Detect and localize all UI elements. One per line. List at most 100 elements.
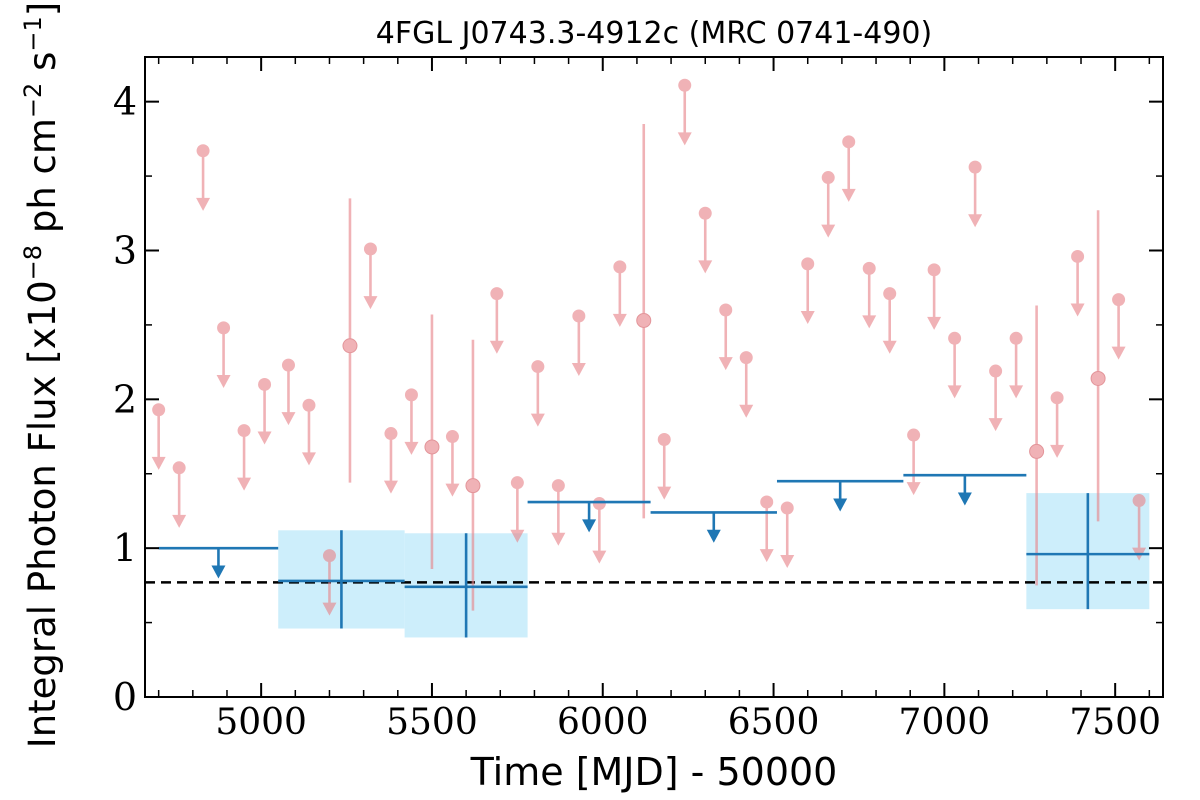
short-bin-point <box>780 501 794 515</box>
upper-limit-arrowhead <box>530 413 545 427</box>
upper-limit-arrowhead <box>759 549 774 563</box>
short-bin-point <box>801 257 815 271</box>
y-axis-label-exp3: −1 <box>19 16 47 51</box>
y-axis-label-exp2: −2 <box>19 83 47 118</box>
long-bin-detection <box>1026 493 1150 610</box>
short-bin-point <box>302 398 316 412</box>
short-bin-point <box>821 171 835 185</box>
long-bin-upper-limit <box>158 546 279 579</box>
upper-limit-arrowhead <box>862 315 877 329</box>
short-bin-upper-limit <box>947 331 962 399</box>
y-axis-label-part1: Integral Photon Flux [x10 <box>21 280 64 748</box>
short-bin-point <box>196 144 210 158</box>
y-tick-label: 4 <box>113 80 137 124</box>
short-bin-upper-limit <box>530 360 545 427</box>
short-bin-point <box>989 364 1003 378</box>
upper-limit-arrowhead <box>281 412 296 426</box>
x-tick-label: 5000 <box>215 702 307 743</box>
short-bin-upper-limit <box>968 160 983 228</box>
short-bin-upper-limit <box>1050 391 1065 458</box>
short-bin-point <box>551 479 565 493</box>
short-bin-upper-limit <box>216 321 231 388</box>
y-axis-label-exp1: −8 <box>19 245 47 280</box>
short-bin-point <box>342 338 358 354</box>
short-bin-point <box>445 430 459 444</box>
short-bin-point <box>613 260 627 274</box>
short-bin-detection <box>1090 210 1106 522</box>
short-bin-upper-limit <box>862 261 877 329</box>
upper-limit-arrowhead <box>612 313 627 327</box>
short-bin-point <box>842 135 856 149</box>
short-bin-upper-limit <box>718 303 733 371</box>
short-bin-upper-limit <box>237 424 252 491</box>
short-bin-point <box>948 331 962 345</box>
short-bin-detection <box>465 339 481 611</box>
short-bin-point <box>404 388 418 402</box>
upper-limit-arrowhead <box>216 374 231 388</box>
upper-limit-arrowhead <box>927 316 942 330</box>
short-bin-point <box>572 309 586 323</box>
upper-limit-arrowhead <box>988 418 1003 432</box>
y-tick-label: 0 <box>113 675 137 719</box>
short-bin-point <box>510 476 524 490</box>
x-tick-label: 7000 <box>899 702 991 743</box>
long-bin-upper-limit <box>776 479 904 512</box>
short-bin-point <box>907 428 921 442</box>
upper-limit-arrowhead <box>510 529 525 543</box>
short-bin-upper-limit <box>172 461 187 528</box>
upper-limit-arrowhead <box>363 296 378 310</box>
short-bin-upper-limit <box>739 351 754 418</box>
upper-limit-arrowhead <box>968 214 983 228</box>
upper-limit-arrowhead <box>1070 303 1085 317</box>
upper-limit-arrowhead <box>800 310 815 324</box>
short-bin-upper-limit <box>780 501 795 569</box>
y-axis-label-part3: s <box>21 52 64 83</box>
upper-limit-arrowhead <box>906 482 921 496</box>
upper-limit-arrowhead <box>1050 444 1065 458</box>
short-bin-upper-limit <box>1070 249 1085 317</box>
upper-limit-arrowhead <box>151 456 166 470</box>
upper-limit-arrowhead <box>1111 346 1126 360</box>
short-bin-point <box>592 497 606 511</box>
short-bin-upper-limit <box>988 364 1003 432</box>
short-bin-point <box>217 321 231 335</box>
long-bin-upper-limit <box>903 473 1027 506</box>
short-bin-upper-limit <box>927 263 942 330</box>
x-tick-label: 6000 <box>557 702 649 743</box>
short-bin-point <box>657 433 671 447</box>
upper-limit-arrowhead <box>698 260 713 274</box>
long-bin-arrowhead <box>211 565 226 579</box>
y-axis-label-part2: ph cm <box>21 118 64 245</box>
upper-limit-arrowhead <box>657 486 672 500</box>
short-bin-upper-limit <box>612 260 627 327</box>
short-bin-point <box>883 287 897 301</box>
upper-limit-arrowhead <box>841 188 856 202</box>
long-bin-arrowhead <box>833 498 848 512</box>
upper-limit-arrowhead <box>383 480 398 494</box>
short-bin-point <box>384 427 398 441</box>
long-bin-arrowhead <box>582 519 597 533</box>
short-bin-point <box>531 360 545 374</box>
short-bin-point <box>1050 391 1064 405</box>
short-bin-point <box>465 478 481 494</box>
upper-limit-arrowhead <box>882 340 897 354</box>
short-bin-point <box>678 78 692 92</box>
short-bin-detection <box>424 314 440 569</box>
short-bin-point <box>490 287 504 301</box>
short-bin-upper-limit <box>383 427 398 494</box>
short-bin-upper-limit <box>906 428 921 496</box>
short-bin-point <box>1071 249 1085 263</box>
short-bin-upper-limit <box>698 206 713 274</box>
short-bin-detection <box>636 123 652 519</box>
short-bin-point <box>719 303 733 317</box>
long-bin-upper-limit <box>527 500 651 533</box>
upper-limit-arrowhead <box>257 431 272 445</box>
y-axis-label: Integral Photon Flux [x10−8 ph cm−2 s−1] <box>19 2 64 748</box>
short-bin-upper-limit <box>800 257 815 324</box>
short-bin-upper-limit <box>404 388 419 455</box>
short-bin-point <box>237 424 251 438</box>
short-bin-point <box>363 242 377 256</box>
short-bin-point <box>698 206 712 220</box>
short-bin-upper-limit <box>151 403 166 470</box>
